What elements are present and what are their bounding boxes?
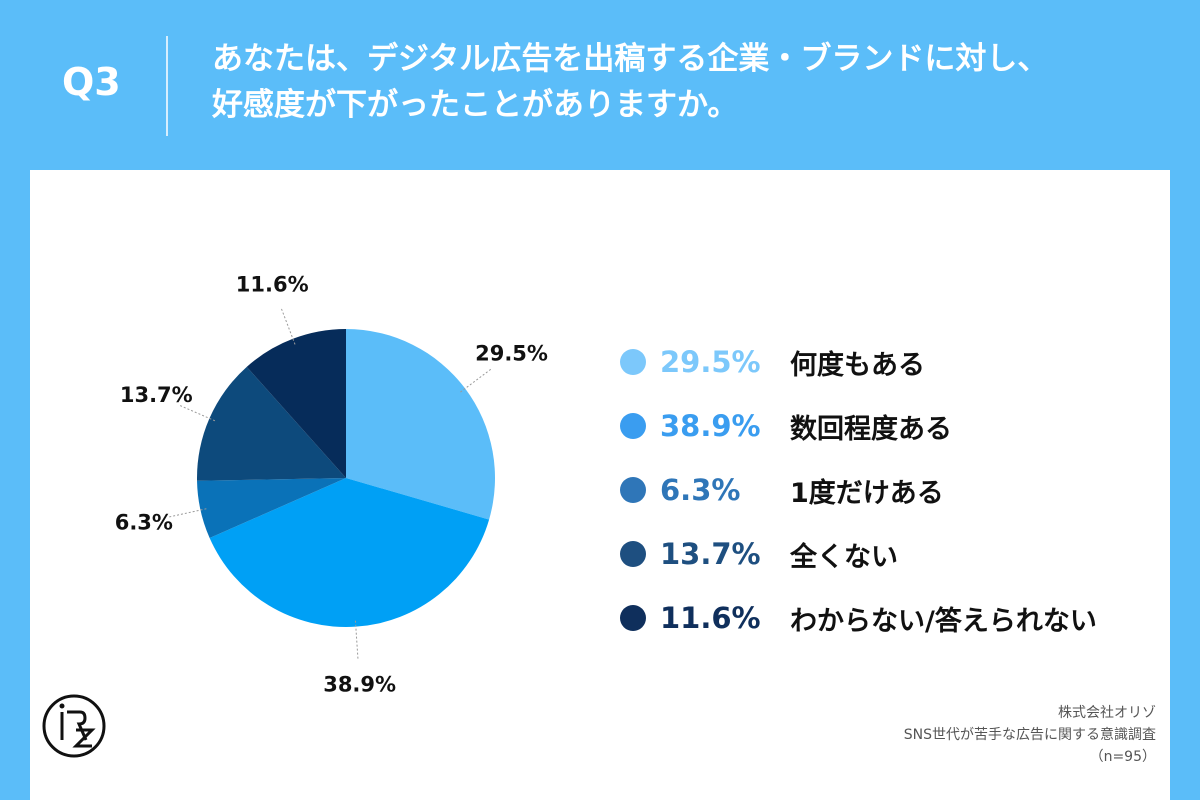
legend-label: 全くない xyxy=(790,541,898,573)
legend-label: わからない/答えられない xyxy=(790,605,1097,637)
chart-panel: 29.5% 38.9% 6.3% 13.7% 11.6% 29.5% 何度もある 38.9%… xyxy=(30,170,1170,800)
legend-value: 29.5% xyxy=(660,345,761,379)
legend-swatch xyxy=(620,477,646,503)
legend-label: 何度もある xyxy=(790,349,925,381)
header: Q3 あなたは、デジタル広告を出稿する企業・ブランドに対し、 好感度が下がったこ… xyxy=(0,0,1200,170)
legend-swatch xyxy=(620,413,646,439)
leader-line-3 xyxy=(167,508,207,518)
legend-value: 6.3% xyxy=(660,473,741,507)
pie-slice-1 xyxy=(346,329,495,520)
pie-chart: 29.5% 38.9% 6.3% 13.7% 11.6% xyxy=(115,273,548,697)
legend-label: 1度だけある xyxy=(790,477,944,509)
leader-line-4 xyxy=(178,404,216,422)
pie-slice-5 xyxy=(246,329,346,478)
orizo-logo-icon xyxy=(42,694,106,758)
pie-value-label-2: 38.9% xyxy=(323,673,396,697)
leader-line-2 xyxy=(354,620,359,661)
header-divider xyxy=(166,36,168,136)
credit-company: 株式会社オリゾ xyxy=(1058,705,1156,721)
legend-swatch xyxy=(620,349,646,375)
legend-value: 11.6% xyxy=(660,601,761,635)
legend-item-1: 29.5% 何度もある xyxy=(620,330,1160,394)
legend-value: 13.7% xyxy=(660,537,761,571)
legend-item-5: 11.6% わからない/答えられない xyxy=(620,586,1160,650)
leader-line-1 xyxy=(460,367,493,393)
legend-label: 数回程度ある xyxy=(790,413,952,445)
legend-item-3: 6.3% 1度だけある xyxy=(620,458,1160,522)
legend-swatch xyxy=(620,605,646,631)
legend-swatch xyxy=(620,541,646,567)
pie-value-label-1: 29.5% xyxy=(475,342,548,366)
question-number: Q3 xyxy=(62,60,121,104)
legend-item-2: 38.9% 数回程度ある xyxy=(620,394,1160,458)
leader-line-5 xyxy=(280,306,296,345)
question-line-2: 好感度が下がったことがありますか。 xyxy=(212,87,739,123)
pie-value-label-4: 13.7% xyxy=(120,383,193,407)
legend-value: 38.9% xyxy=(660,409,761,443)
credit-sample: （n=95） xyxy=(1089,749,1156,765)
legend: 29.5% 何度もある 38.9% 数回程度ある 6.3% 1度だけある 13.7% 全くない… xyxy=(620,330,1160,650)
pie-slice-2 xyxy=(209,478,490,627)
pie-slice-3 xyxy=(197,478,346,539)
pie-value-label-3: 6.3% xyxy=(115,511,173,535)
question-text: あなたは、デジタル広告を出稿する企業・ブランドに対し、 好感度が下がったことがあ… xyxy=(212,36,1172,128)
pie-slice-4 xyxy=(197,366,346,481)
pie-value-label-5: 11.6% xyxy=(236,273,309,297)
legend-item-4: 13.7% 全くない xyxy=(620,522,1160,586)
question-line-1: あなたは、デジタル広告を出稿する企業・ブランドに対し、 xyxy=(212,41,1049,77)
credits: 株式会社オリゾ SNS世代が苦手な広告に関する意識調査 （n=95） xyxy=(736,702,1156,768)
credit-survey: SNS世代が苦手な広告に関する意識調査 xyxy=(903,727,1156,743)
